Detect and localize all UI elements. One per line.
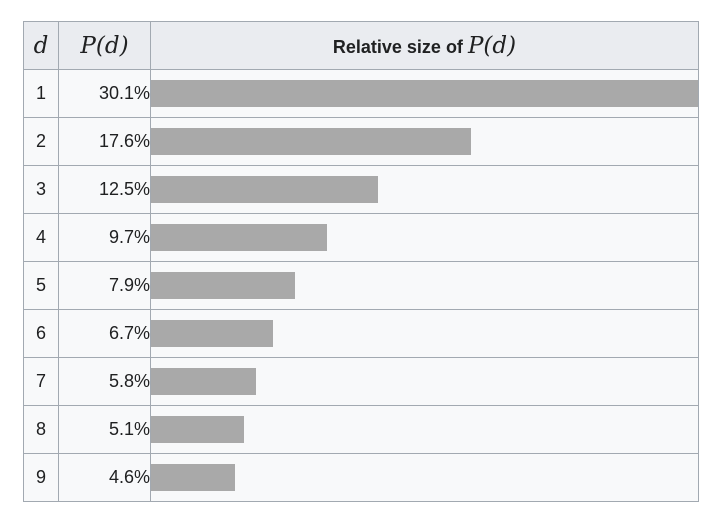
probability-bar xyxy=(151,128,471,155)
table-row: 6 6.7% xyxy=(23,309,699,358)
benford-law-table: d P(d) Relative size of P(d) 1 30.1% 2 17.6… xyxy=(23,21,699,502)
table-row: 5 7.9% xyxy=(23,261,699,310)
header-digit: d xyxy=(23,21,59,70)
probability-cell: 12.5% xyxy=(58,165,151,214)
table-row: 3 12.5% xyxy=(23,165,699,214)
table-row: 2 17.6% xyxy=(23,117,699,166)
header-row: d P(d) Relative size of P(d) xyxy=(23,21,699,70)
math-pd-header-label: P(d) xyxy=(467,32,517,59)
probability-cell: 5.1% xyxy=(58,405,151,454)
probability-bar xyxy=(151,320,273,347)
probability-cell: 9.7% xyxy=(58,213,151,262)
bar-cell xyxy=(150,213,699,262)
bar-cell xyxy=(150,309,699,358)
probability-cell: 7.9% xyxy=(58,261,151,310)
probability-cell: 4.6% xyxy=(58,453,151,502)
probability-cell: 5.8% xyxy=(58,357,151,406)
probability-bar xyxy=(151,464,235,491)
probability-bar xyxy=(151,224,328,251)
header-probability: P(d) xyxy=(58,21,151,70)
probability-bar xyxy=(151,416,244,443)
digit-cell: 4 xyxy=(23,213,59,262)
bar-cell xyxy=(150,357,699,406)
digit-cell: 2 xyxy=(23,117,59,166)
probability-bar xyxy=(151,176,379,203)
bar-cell xyxy=(150,261,699,310)
bar-cell xyxy=(150,453,699,502)
table-body: 1 30.1% 2 17.6% 3 12.5% 4 9.7% 5 7.9% 6 6.7% 7 5.8% 8 5… xyxy=(23,69,699,502)
probability-bar xyxy=(151,80,698,107)
math-pd-label: P(d) xyxy=(80,32,129,59)
digit-cell: 7 xyxy=(23,357,59,406)
bar-cell xyxy=(150,165,699,214)
table-row: 8 5.1% xyxy=(23,405,699,454)
relative-size-label: Relative size of xyxy=(332,36,463,57)
bar-cell xyxy=(150,69,699,118)
bar-cell xyxy=(150,117,699,166)
table-row: 9 4.6% xyxy=(23,453,699,502)
digit-cell: 1 xyxy=(23,69,59,118)
digit-cell: 8 xyxy=(23,405,59,454)
probability-cell: 6.7% xyxy=(58,309,151,358)
probability-cell: 30.1% xyxy=(58,69,151,118)
table-row: 4 9.7% xyxy=(23,213,699,262)
digit-cell: 3 xyxy=(23,165,59,214)
digit-cell: 9 xyxy=(23,453,59,502)
digit-cell: 6 xyxy=(23,309,59,358)
digit-cell: 5 xyxy=(23,261,59,310)
table-row: 7 5.8% xyxy=(23,357,699,406)
probability-bar xyxy=(151,368,257,395)
probability-bar xyxy=(151,272,295,299)
probability-cell: 17.6% xyxy=(58,117,151,166)
bar-cell xyxy=(150,405,699,454)
table-row: 1 30.1% xyxy=(23,69,699,118)
header-relative-size: Relative size of P(d) xyxy=(150,21,699,70)
math-d-label: d xyxy=(33,32,49,59)
